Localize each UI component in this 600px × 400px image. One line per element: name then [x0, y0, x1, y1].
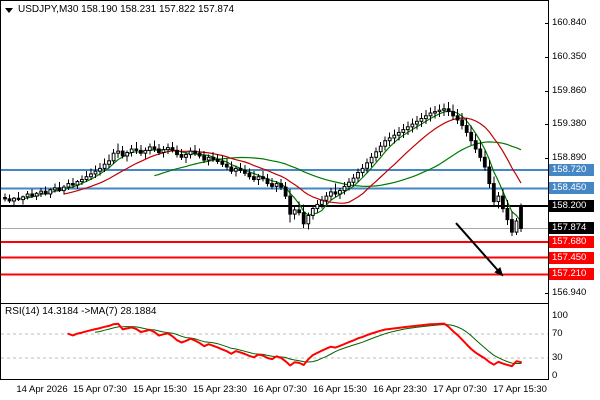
chart-bottom-border [0, 379, 549, 380]
price-level-badge-blue[interactable]: 158.720 [549, 163, 594, 176]
time-tick-label: 14 Apr 2026 [16, 384, 68, 395]
price-tick-label: 160.840 [552, 17, 587, 28]
rsi-subwindow-panel[interactable] [1, 304, 548, 379]
time-tick-label: 16 Apr 07:30 [253, 384, 307, 395]
price-axis-line [548, 0, 549, 380]
price-level-badge-black[interactable]: 157.874 [549, 222, 594, 235]
price-tick-mark [545, 23, 549, 24]
price-level-badge-blue[interactable]: 158.450 [549, 182, 594, 195]
price-tick-label: 159.860 [552, 84, 587, 96]
triangle-down-icon[interactable] [5, 7, 13, 13]
time-tick-label: 17 Apr 07:30 [433, 384, 487, 395]
symbol-quote-text: USDJPY,M30 158.190 158.231 157.822 157.8… [18, 4, 235, 15]
price-level-badge-black[interactable]: 158.200 [549, 199, 594, 212]
price-tick-mark [545, 56, 549, 58]
time-tick-label: 15 Apr 23:30 [193, 384, 247, 395]
time-tick-label: 16 Apr 15:30 [313, 384, 367, 395]
rsi-tick-label: 30 [552, 352, 563, 363]
rsi-indicator-label: RSI(14) 14.3184 ->MA(7) 28.1884 [5, 306, 157, 317]
price-tick-mark [545, 293, 549, 294]
price-tick-label: 158.890 [552, 152, 587, 163]
time-tick-label: 15 Apr 07:30 [73, 384, 127, 395]
time-tick-label: 15 Apr 15:30 [133, 384, 187, 395]
price-chart-panel[interactable] [1, 1, 548, 303]
rsi-tick-label: 70 [552, 328, 563, 339]
price-axis-labels: 160.840 160.350 159.860 159.380 158.890 156.9… [549, 0, 600, 380]
price-tick-mark [545, 124, 549, 126]
window-left-border [0, 0, 1, 380]
window-top-border [0, 0, 549, 1]
price-tick-mark [545, 90, 549, 92]
subwindow-separator [0, 303, 549, 304]
time-tick-label: 17 Apr 15:30 [493, 384, 547, 395]
price-level-badge-red[interactable]: 157.450 [549, 251, 594, 264]
price-chart-svg [1, 101, 548, 277]
price-tick-label: 159.380 [552, 118, 587, 130]
rsi-chart-svg [1, 322, 548, 368]
time-axis: 14 Apr 2026 15 Apr 07:30 15 Apr 15:30 15 Ap… [0, 381, 549, 400]
quote-bar[interactable]: USDJPY,M30 158.190 158.231 157.822 157.8… [5, 3, 234, 16]
price-level-badge-red[interactable]: 157.210 [549, 268, 594, 281]
price-tick-label: 160.350 [552, 50, 587, 62]
price-tick-mark [545, 158, 549, 159]
rsi-tick-label: 0 [552, 370, 558, 381]
time-tick-label: 16 Apr 23:30 [373, 384, 427, 395]
rsi-tick-label: 100 [552, 310, 568, 321]
price-level-badge-red[interactable]: 157.680 [549, 235, 594, 248]
price-tick-label: 156.940 [552, 287, 587, 298]
